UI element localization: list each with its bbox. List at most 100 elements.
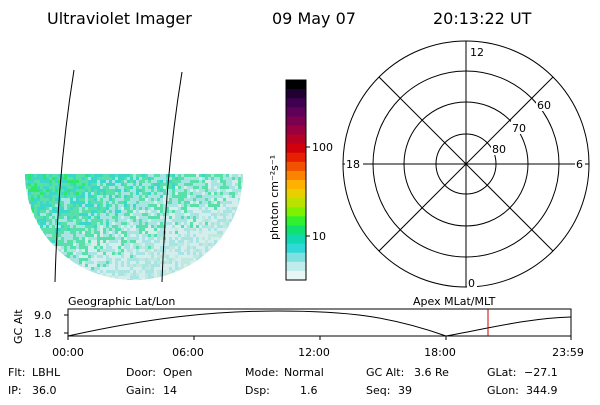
emission-pixel <box>115 189 118 192</box>
status-panel: Flt: LBHL Door: Open Mode: Normal GC Alt… <box>8 366 558 397</box>
emission-pixel <box>52 198 55 201</box>
emission-pixel <box>67 252 70 255</box>
emission-pixel <box>109 270 112 273</box>
emission-pixel <box>226 204 229 207</box>
emission-pixel <box>49 174 52 177</box>
emission-pixel <box>121 258 124 261</box>
emission-pixel <box>169 225 172 228</box>
emission-pixel <box>79 204 82 207</box>
emission-pixel <box>82 204 85 207</box>
emission-pixel <box>175 177 178 180</box>
emission-pixel <box>73 261 76 264</box>
emission-pixel <box>133 228 136 231</box>
emission-pixel <box>118 270 121 273</box>
emission-pixel <box>127 216 130 219</box>
emission-pixel <box>52 228 55 231</box>
emission-pixel <box>157 255 160 258</box>
emission-pixel <box>205 222 208 225</box>
emission-pixel <box>157 195 160 198</box>
emission-pixel <box>184 258 187 261</box>
emission-pixel <box>76 201 79 204</box>
emission-pixel <box>160 255 163 258</box>
emission-pixel <box>94 273 97 276</box>
emission-pixel <box>211 195 214 198</box>
emission-pixel <box>214 192 217 195</box>
emission-pixel <box>145 234 148 237</box>
emission-pixel <box>190 180 193 183</box>
emission-pixel <box>151 192 154 195</box>
colorbar-cell <box>286 161 306 172</box>
emission-pixel <box>148 264 151 267</box>
emission-pixel <box>91 258 94 261</box>
emission-pixel <box>109 207 112 210</box>
emission-pixel <box>187 231 190 234</box>
emission-pixel <box>178 264 181 267</box>
emission-pixel <box>235 213 238 216</box>
emission-pixel <box>70 234 73 237</box>
emission-pixel <box>169 240 172 243</box>
emission-pixel <box>127 249 130 252</box>
colorbar-cell <box>286 98 306 108</box>
emission-pixel <box>157 276 160 279</box>
emission-pixel <box>106 234 109 237</box>
emission-pixels <box>25 174 243 280</box>
emission-pixel <box>124 213 127 216</box>
emission-pixel <box>136 210 139 213</box>
emission-pixel <box>91 252 94 255</box>
emission-pixel <box>55 210 58 213</box>
emission-pixel <box>163 180 166 183</box>
emission-pixel <box>160 240 163 243</box>
emission-pixel <box>187 267 190 270</box>
emission-pixel <box>91 222 94 225</box>
emission-pixel <box>223 189 226 192</box>
emission-pixel <box>169 231 172 234</box>
emission-pixel <box>67 246 70 249</box>
emission-pixel <box>85 198 88 201</box>
emission-pixel <box>184 186 187 189</box>
emission-pixel <box>52 177 55 180</box>
emission-pixel <box>103 246 106 249</box>
emission-pixel <box>121 189 124 192</box>
emission-pixel <box>157 267 160 270</box>
emission-pixel <box>169 177 172 180</box>
emission-pixel <box>196 192 199 195</box>
emission-pixel <box>34 189 37 192</box>
emission-pixel <box>85 195 88 198</box>
emission-pixel <box>55 213 58 216</box>
emission-pixel <box>31 207 34 210</box>
emission-pixel <box>187 198 190 201</box>
emission-pixel <box>172 261 175 264</box>
emission-pixel <box>97 249 100 252</box>
emission-pixel <box>196 195 199 198</box>
emission-pixel <box>211 210 214 213</box>
emission-pixel <box>193 207 196 210</box>
emission-pixel <box>85 228 88 231</box>
emission-pixel <box>124 207 127 210</box>
emission-pixel <box>106 276 109 279</box>
emission-pixel <box>232 201 235 204</box>
emission-pixel <box>163 246 166 249</box>
emission-pixel <box>214 201 217 204</box>
emission-pixel <box>97 264 100 267</box>
emission-pixel <box>79 177 82 180</box>
emission-pixel <box>154 177 157 180</box>
emission-pixel <box>148 195 151 198</box>
emission-pixel <box>175 186 178 189</box>
emission-pixel <box>187 180 190 183</box>
emission-pixel <box>169 249 172 252</box>
emission-pixel <box>181 249 184 252</box>
emission-pixel <box>43 183 46 186</box>
emission-pixel <box>151 279 154 280</box>
emission-pixel <box>130 243 133 246</box>
emission-pixel <box>169 204 172 207</box>
emission-pixel <box>85 180 88 183</box>
emission-pixel <box>163 213 166 216</box>
emission-pixel <box>172 198 175 201</box>
emission-pixel <box>163 252 166 255</box>
emission-pixel <box>199 246 202 249</box>
emission-pixel <box>139 276 142 279</box>
emission-pixel <box>190 252 193 255</box>
emission-pixel <box>76 240 79 243</box>
emission-pixel <box>163 216 166 219</box>
